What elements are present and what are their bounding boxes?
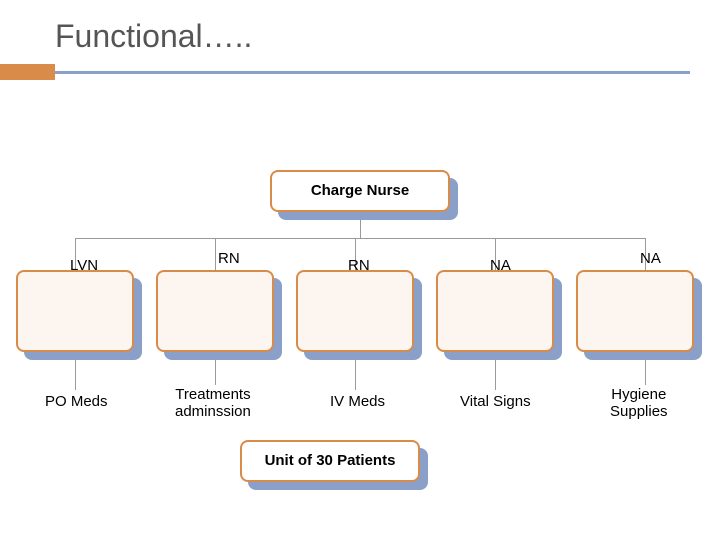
org-node (296, 270, 414, 352)
connector (360, 220, 361, 238)
org-node: Unit of 30 Patients (240, 440, 420, 482)
task-label: IV Meds (330, 393, 385, 410)
connector (215, 360, 216, 385)
task-label: Vital Signs (460, 393, 531, 410)
org-node (436, 270, 554, 352)
task-label: HygieneSupplies (610, 386, 668, 420)
org-node (576, 270, 694, 352)
task-label: PO Meds (45, 393, 108, 410)
connector (495, 360, 496, 390)
connector (355, 360, 356, 390)
org-node: Charge Nurse (270, 170, 450, 212)
connector (645, 360, 646, 385)
connector (75, 238, 645, 239)
connector (215, 238, 216, 270)
role-label: RN (218, 250, 240, 267)
rule-accent (0, 64, 55, 80)
connector (75, 360, 76, 390)
org-node (16, 270, 134, 352)
role-label: NA (640, 250, 661, 267)
page-title: Functional….. (55, 18, 252, 55)
task-label: Treatmentsadminssion (175, 386, 251, 420)
rule-line (0, 71, 690, 74)
org-node (156, 270, 274, 352)
